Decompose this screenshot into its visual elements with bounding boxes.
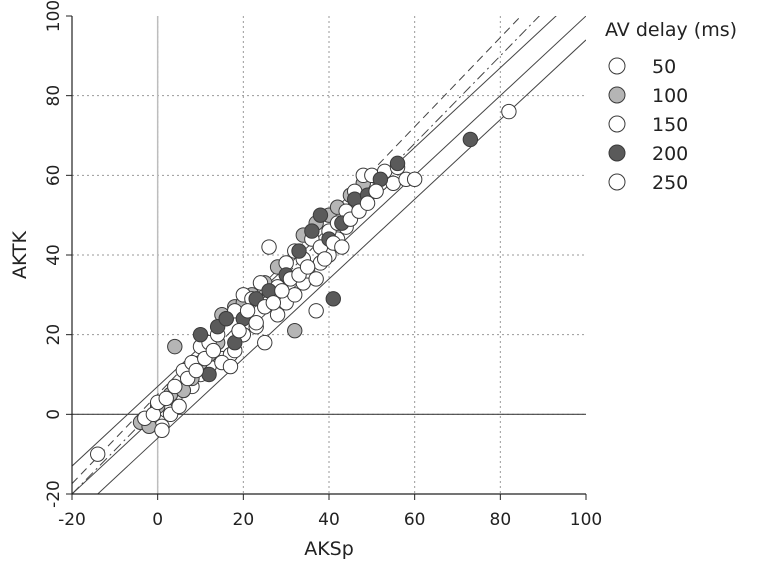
data-point: [218, 311, 234, 327]
data-point: [308, 303, 324, 319]
data-point: [239, 303, 256, 319]
legend-marker: [608, 86, 626, 104]
data-point: [222, 358, 239, 375]
data-point: [406, 171, 423, 188]
tick-labels: -20 0 20 40 60 80 100 -20 0 20 40 60 80 100: [44, 0, 602, 530]
legend: AV delay (ms) 50 100 150 200 250: [605, 19, 737, 194]
legend-label: 100: [652, 85, 688, 107]
y-tick-label: 20: [44, 324, 64, 346]
legend-item-100: 100: [608, 85, 688, 107]
x-tick-label: 60: [404, 510, 426, 530]
data-point: [291, 243, 307, 259]
data-points: [90, 103, 517, 462]
reference-line-3: [96, 39, 586, 494]
legend-item-50: 50: [608, 56, 676, 78]
data-point: [261, 239, 277, 255]
data-point: [287, 322, 303, 339]
x-axis-title: AKSp: [304, 538, 354, 560]
y-tick-label: 100: [44, 0, 64, 32]
legend-label: 250: [652, 172, 688, 194]
legend-items: 50 100 150 200 250: [608, 56, 688, 194]
legend-item-150: 150: [608, 114, 688, 136]
data-point: [501, 103, 517, 120]
data-point: [192, 326, 209, 343]
data-point: [299, 259, 316, 275]
data-point: [325, 291, 341, 307]
x-tick-label: 100: [570, 510, 602, 530]
legend-label: 150: [652, 114, 688, 136]
y-tick-label: -20: [44, 480, 64, 508]
data-point: [317, 251, 333, 267]
data-point: [274, 283, 290, 299]
data-point: [304, 223, 320, 239]
data-point: [308, 271, 324, 287]
x-tick-label: 0: [152, 510, 163, 530]
x-tick-label: 20: [233, 510, 255, 530]
axes: [66, 15, 587, 500]
legend-marker: [608, 144, 626, 162]
legend-marker: [608, 115, 626, 133]
y-tick-label: 40: [44, 244, 64, 266]
data-point: [205, 342, 222, 359]
legend-marker: [608, 173, 626, 191]
data-point: [287, 287, 303, 303]
data-point: [154, 422, 170, 438]
data-point: [158, 390, 174, 407]
data-point: [231, 322, 247, 339]
data-point: [188, 362, 204, 379]
legend-title: AV delay (ms): [605, 19, 737, 41]
data-point: [389, 155, 406, 172]
y-axis-title: AKTK: [9, 230, 31, 279]
x-tick-label: 80: [490, 510, 512, 530]
y-tick-label: 80: [44, 85, 64, 107]
x-tick-label: 40: [318, 510, 340, 530]
legend-marker: [608, 57, 626, 75]
data-point: [167, 338, 183, 355]
legend-label: 50: [652, 56, 676, 78]
y-tick-label: 60: [44, 165, 64, 187]
data-point: [167, 378, 183, 395]
data-point: [359, 195, 376, 211]
data-point: [265, 295, 282, 311]
y-tick-label: 0: [44, 409, 64, 420]
series-250: [154, 183, 384, 438]
data-point: [90, 446, 106, 462]
data-point: [248, 315, 264, 331]
data-point: [312, 207, 329, 223]
data-point: [368, 183, 384, 199]
data-point: [334, 239, 350, 255]
data-point: [385, 175, 401, 192]
legend-item-250: 250: [608, 172, 688, 194]
data-point: [257, 334, 273, 351]
data-point: [462, 131, 479, 148]
x-tick-label: -20: [58, 510, 86, 530]
legend-label: 200: [652, 143, 688, 165]
legend-item-200: 200: [608, 143, 688, 165]
data-point: [201, 366, 217, 383]
data-point: [171, 398, 187, 415]
